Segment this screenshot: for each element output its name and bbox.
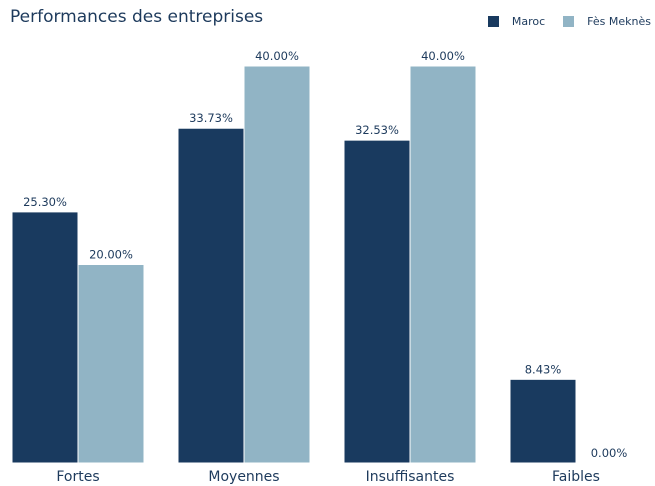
category-label-faibles: Faibles (552, 469, 600, 485)
category-label-insuffisantes: Insuffisantes (366, 469, 455, 485)
legend-swatch-fes-meknes (563, 16, 575, 27)
bar-fes-meknes-moyennes (243, 65, 311, 464)
bar-value-label: 25.30% (23, 195, 67, 209)
chart-title: Performances des entreprises (10, 7, 264, 27)
legend: Maroc Fès Meknès (470, 15, 651, 28)
category-label-fortes: Fortes (56, 469, 99, 485)
bar-value-label: 32.53% (355, 123, 399, 137)
bar-maroc-faibles (509, 378, 577, 464)
bar-value-label: 33.73% (189, 111, 233, 125)
bar-value-label: 40.00% (421, 49, 465, 63)
bar-maroc-moyennes (177, 127, 245, 464)
bar-value-label: 20.00% (89, 248, 133, 262)
bar-value-label: 0.00% (591, 446, 628, 460)
bar-value-label: 40.00% (255, 49, 299, 63)
bar-value-label: 8.43% (525, 362, 562, 376)
bar-fes-meknes-insuffisantes (409, 65, 477, 464)
legend-item-fes-meknes: Fès Meknès (563, 15, 651, 28)
legend-label-fes-meknes: Fès Meknès (587, 15, 651, 28)
category-label-moyennes: Moyennes (208, 469, 279, 485)
bar-maroc-insuffisantes (343, 139, 411, 464)
legend-swatch-maroc (487, 16, 499, 27)
legend-item-maroc: Maroc (487, 15, 546, 28)
bar-fes-meknes-fortes (77, 264, 145, 464)
legend-label-maroc: Maroc (511, 15, 546, 28)
bar-maroc-fortes (11, 211, 79, 464)
